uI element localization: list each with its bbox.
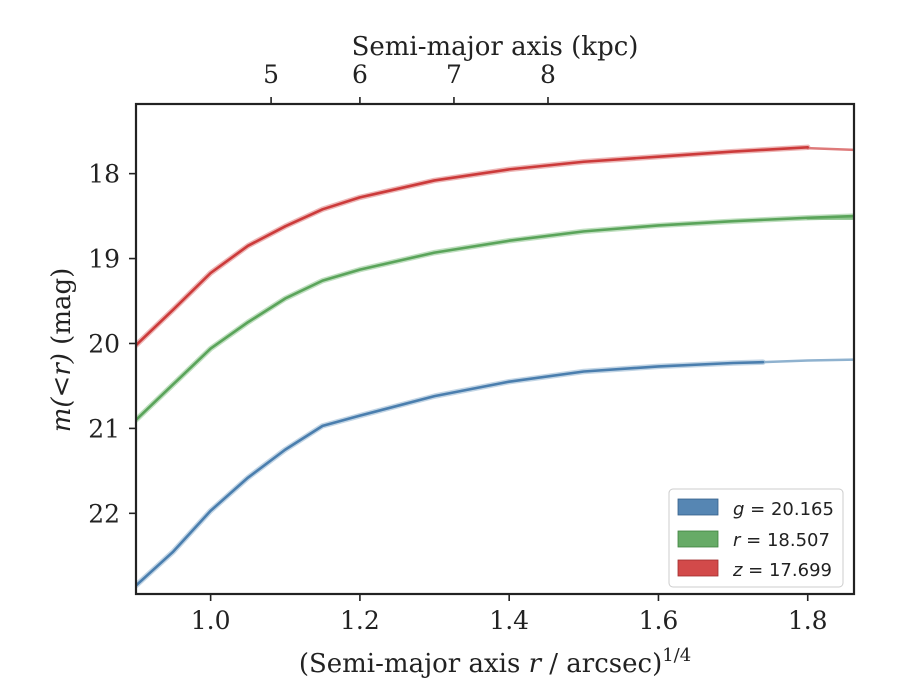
series-g-line (136, 360, 765, 587)
y-axis-title-unit: (mag) (47, 268, 77, 353)
x-tick-label: 1.6 (639, 606, 679, 635)
y-tick-label: 22 (88, 499, 120, 528)
plot-frame (134, 102, 856, 596)
top-tick-label: 6 (352, 60, 368, 89)
top-tick-label: 7 (446, 60, 462, 89)
y-tick-label: 20 (88, 329, 120, 358)
x-tick-label: 1.0 (191, 606, 231, 635)
series-g-model-line (761, 358, 854, 364)
x-tick-label: 1.4 (489, 606, 529, 635)
legend-swatch-g (677, 498, 719, 516)
legend-swatch-z (677, 559, 719, 577)
x-axis-title-sup: 1/4 (662, 645, 691, 666)
series-r-line (136, 214, 854, 422)
y-axis-title: m(<r) (mag) (47, 268, 77, 433)
legend-label-r: r = 18.507 (733, 530, 830, 551)
x-tick-label: 1.2 (340, 606, 380, 635)
legend: g = 20.165 r = 18.507 z = 17.699 (668, 488, 844, 588)
legend-swatch-r (677, 530, 719, 548)
y-tick-label: 21 (88, 414, 120, 443)
series-z-model-line (806, 146, 854, 152)
top-tick-label: 5 (263, 60, 279, 89)
y-tick-label: 19 (88, 245, 120, 274)
x-axis-title: (Semi-major axis r / arcsec)1/4 (299, 645, 691, 679)
series-z-line (136, 146, 810, 347)
plot-area (136, 144, 854, 589)
y-axis-title-math: m(<r) (47, 353, 77, 432)
legend-label-z: z = 17.699 (732, 560, 832, 581)
x-axis-title-mid: / arcsec) (541, 649, 662, 679)
legend-label-g: g = 20.165 (733, 499, 834, 520)
x-axis-title-var: r (529, 649, 543, 679)
top-axis-title: Semi-major axis (kpc) (352, 32, 639, 62)
x-tick-label: 1.8 (788, 606, 828, 635)
top-tick-label: 8 (540, 60, 556, 89)
x-axis-title-prefix: (Semi-major axis (299, 649, 529, 679)
y-tick-label: 18 (88, 160, 120, 189)
